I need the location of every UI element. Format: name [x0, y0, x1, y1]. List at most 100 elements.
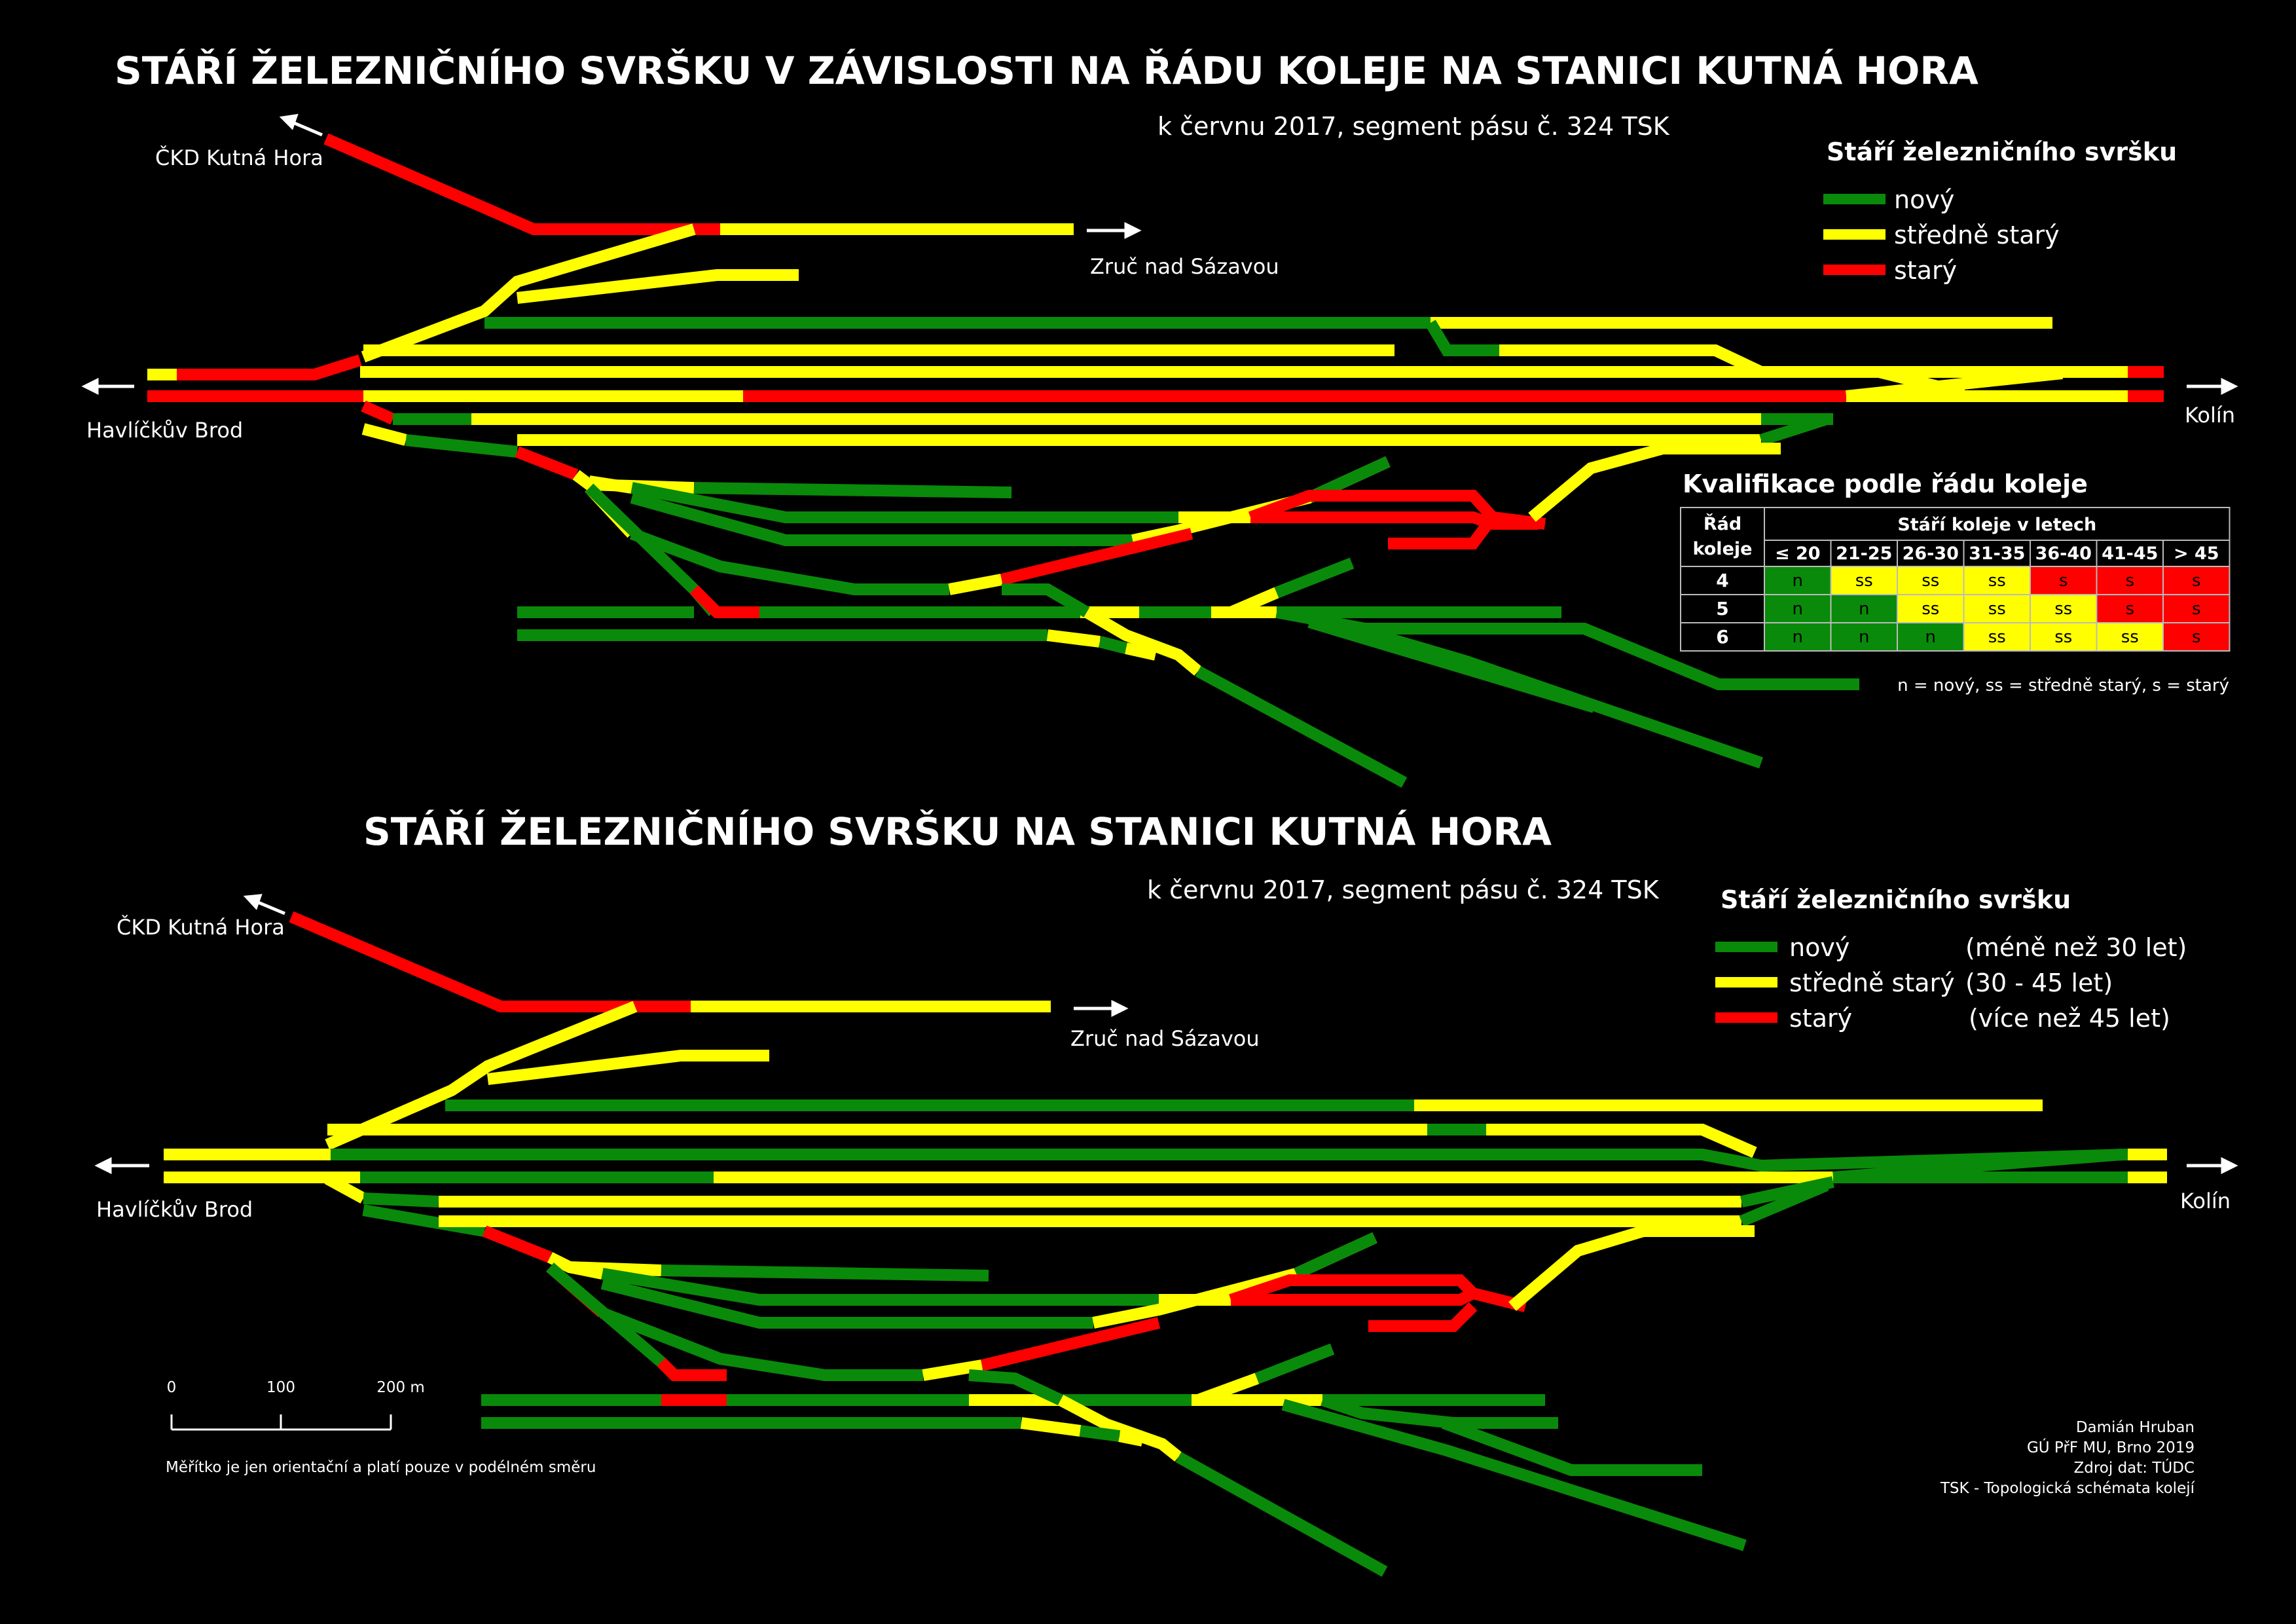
track-segment-b55 — [968, 1369, 1063, 1406]
track-segment-b40 — [1368, 1302, 1478, 1332]
label-kolin: Kolín — [2185, 403, 2235, 428]
table-cell-value: ss — [2054, 627, 2072, 647]
track-segment-t63 — [1298, 606, 1763, 769]
legend-label-old: starý — [1894, 256, 1957, 285]
track-segment-t3 — [516, 269, 799, 304]
top-direction-arrows — [81, 113, 2238, 396]
bottom-legend: Stáří železničního svršku nový (méně než… — [1715, 885, 2187, 1033]
legend-label-mid: středně starý — [1789, 969, 1955, 997]
table-order-label: 4 — [1716, 570, 1728, 591]
track-segment-t46 — [689, 585, 759, 618]
table-age-header: Stáří koleje v letech — [1897, 515, 2096, 535]
table-column-header: ≤ 20 — [1775, 544, 1821, 564]
legend-swatch-old — [1823, 265, 1886, 275]
track-segment-b38 — [980, 1317, 1161, 1371]
track-segment-t25 — [405, 434, 518, 458]
label-havlickuv: Havlíčkův Brod — [86, 418, 243, 443]
top-legend-heading: Stáří železničního svršku — [1827, 138, 2177, 166]
track-segment-t28 — [515, 446, 579, 481]
track-segment-b41 — [1508, 1225, 1755, 1311]
table-cell-value: s — [2125, 599, 2134, 619]
legend-swatch-mid — [1715, 977, 1777, 987]
table-cell-value: n — [1925, 627, 1936, 647]
table-column-header: 41-45 — [2102, 544, 2158, 564]
track-segment-b2 — [325, 1001, 638, 1151]
arrow-zruc-icon — [1087, 221, 1142, 240]
table-cell-value: n — [1859, 627, 1869, 647]
table-cell — [1963, 566, 2031, 595]
qualification-heading: Kvalifikace podle řádu koleje — [1683, 470, 2088, 498]
track-segment-b37 — [922, 1359, 983, 1381]
table-cell-value: n — [1793, 571, 1803, 591]
table-cell — [2162, 622, 2231, 652]
bottom-track-layout — [164, 911, 2167, 1577]
track-segment-t42 — [1248, 490, 1546, 530]
table-cell-value: n — [1859, 599, 1869, 619]
credit-tsk: TSK - Topologická schémata kolejí — [1940, 1480, 2195, 1497]
track-segment-b10 — [331, 1149, 2128, 1172]
table-cell-value: s — [2192, 627, 2201, 647]
legend-swatch-mid — [1823, 229, 1886, 240]
label-ckd: ČKD Kutná Hora — [155, 145, 323, 170]
table-column-header-cell — [2162, 540, 2231, 567]
scale-bar: 0 100 200 m Měřítko je jen orientační a … — [166, 1379, 596, 1476]
track-segment-b51 — [1195, 1373, 1260, 1406]
label-havlickuv: Havlíčkův Brod — [96, 1197, 253, 1222]
scale-tick-0: 0 — [167, 1379, 177, 1396]
track-segment-t60 — [1098, 636, 1128, 654]
top-map: STÁŘÍ ŽELEZNIČNÍHO SVRŠKU V ZÁVISLOSTI N… — [81, 48, 2238, 788]
table-cell — [1963, 622, 2031, 652]
label-kolin: Kolín — [2180, 1189, 2231, 1213]
track-segment-t57 — [1002, 583, 1090, 618]
credit-institution: GÚ PřF MU, Brno 2019 — [2027, 1438, 2195, 1456]
legend-label-old: starý — [1789, 1004, 1852, 1033]
qualification-table: Kvalifikace podle řádu koleje Řád koleje S… — [1680, 470, 2231, 695]
table-cell-value: ss — [1988, 627, 2006, 647]
bottom-legend-heading: Stáří železničního svršku — [1721, 885, 2071, 914]
scale-note: Měřítko je jen orientační a platí pouze … — [166, 1459, 596, 1476]
table-cell — [2162, 594, 2231, 623]
scale-tick-100: 100 — [266, 1379, 295, 1396]
track-segment-t61 — [1125, 642, 1157, 661]
table-cell-value: n — [1793, 627, 1803, 647]
track-segment-b59 — [1118, 1430, 1144, 1447]
table-cell-value: ss — [1922, 571, 1939, 591]
legend-label-new: nový — [1789, 933, 1850, 962]
legend-swatch-new — [1715, 942, 1777, 952]
label-zruc: Zruč nad Sázavou — [1090, 254, 1279, 279]
arrow-kolin-icon — [2187, 1156, 2238, 1175]
track-segment-b57 — [1175, 1452, 1388, 1577]
table-order-label: 5 — [1716, 598, 1728, 619]
track-segment-b43 — [657, 1357, 727, 1381]
bottom-direction-arrows — [94, 894, 2238, 1175]
track-segment-b28 — [568, 1261, 604, 1280]
bottom-subtitle: k červnu 2017, segment pásu č. 324 TSK — [1147, 876, 1660, 904]
table-cell-value: n — [1793, 599, 1803, 619]
track-segment-t24 — [361, 423, 408, 446]
table-cell-value: s — [2059, 571, 2068, 591]
track-segment-t44 — [1528, 443, 1781, 522]
track-segment-b24 — [1739, 1179, 1829, 1227]
arrow-ckd-icon — [243, 894, 285, 915]
track-segment-b39 — [1229, 1274, 1478, 1306]
table-column-header: 36-40 — [2035, 544, 2092, 564]
track-segment-b36 — [600, 1307, 923, 1381]
track-segment-t27 — [1759, 413, 1829, 446]
top-title: STÁŘÍ ŽELEZNIČNÍHO SVRŠKU V ZÁVISLOSTI N… — [115, 48, 1978, 93]
track-segment-b58 — [1079, 1425, 1121, 1442]
table-cell-value: ss — [2121, 627, 2139, 647]
credit-source: Zdroj dat: TÚDC — [2073, 1458, 2195, 1477]
track-segment-t7 — [1425, 320, 1499, 356]
table-cell — [2096, 594, 2164, 623]
track-segment-b54 — [1020, 1417, 1082, 1437]
credit-author: Damián Hruban — [2076, 1419, 2195, 1436]
legend-range-old: (více než 45 let) — [1969, 1004, 2170, 1033]
track-segment-t39 — [629, 528, 949, 595]
track-segment-t10 — [177, 354, 362, 380]
qualification-note: n = nový, ss = středně starý, s = starý — [1897, 676, 2229, 695]
track-segment-b29 — [601, 1268, 1159, 1306]
arrow-ckd-icon — [279, 113, 323, 137]
table-cell-value: ss — [1988, 599, 2006, 619]
track-segment-t30 — [693, 482, 1012, 498]
track-segment-t53 — [1228, 587, 1279, 618]
